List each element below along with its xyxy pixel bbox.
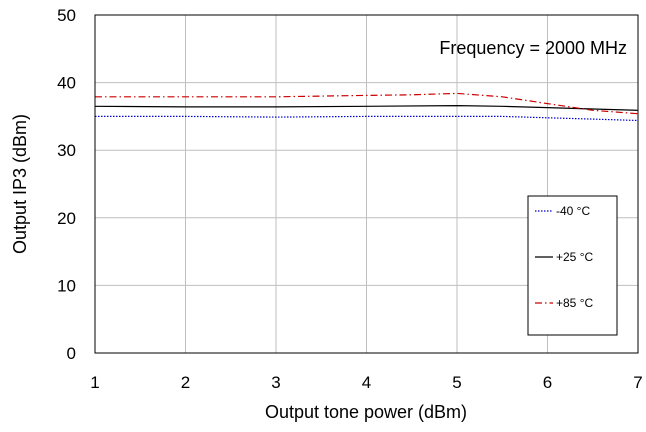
y-tick-labels: 0 10 20 30 40 50 (57, 6, 76, 363)
y-tick-label: 40 (57, 74, 76, 93)
y-tick-label: 30 (57, 141, 76, 160)
x-tick-label: 4 (362, 373, 371, 392)
legend-label: +85 °C (556, 296, 593, 310)
series-lines (94, 92, 639, 122)
x-axis-title: Output tone power (dBm) (265, 402, 467, 422)
y-tick-label: 20 (57, 209, 76, 228)
y-tick-label: 0 (67, 344, 76, 363)
series-line (95, 92, 639, 115)
x-tick-label: 3 (271, 373, 280, 392)
legend-label: -40 °C (556, 204, 590, 218)
y-axis-title: Output IP3 (dBm) (10, 114, 30, 254)
y-tick-label: 50 (57, 6, 76, 25)
legend: -40 °C +25 °C +85 °C (527, 195, 618, 336)
x-tick-label: 7 (633, 373, 642, 392)
y-tick-label: 10 (57, 276, 76, 295)
x-tick-labels: 1 2 3 4 5 6 7 (90, 373, 642, 392)
legend-label: +25 °C (556, 250, 593, 264)
x-tick-label: 5 (452, 373, 461, 392)
series-line (95, 115, 639, 122)
x-tick-label: 6 (543, 373, 552, 392)
x-tick-label: 2 (181, 373, 190, 392)
frequency-annotation: Frequency = 2000 MHz (439, 38, 627, 58)
x-tick-label: 1 (90, 373, 99, 392)
plot-frame (94, 14, 639, 354)
legend-box (527, 195, 618, 336)
